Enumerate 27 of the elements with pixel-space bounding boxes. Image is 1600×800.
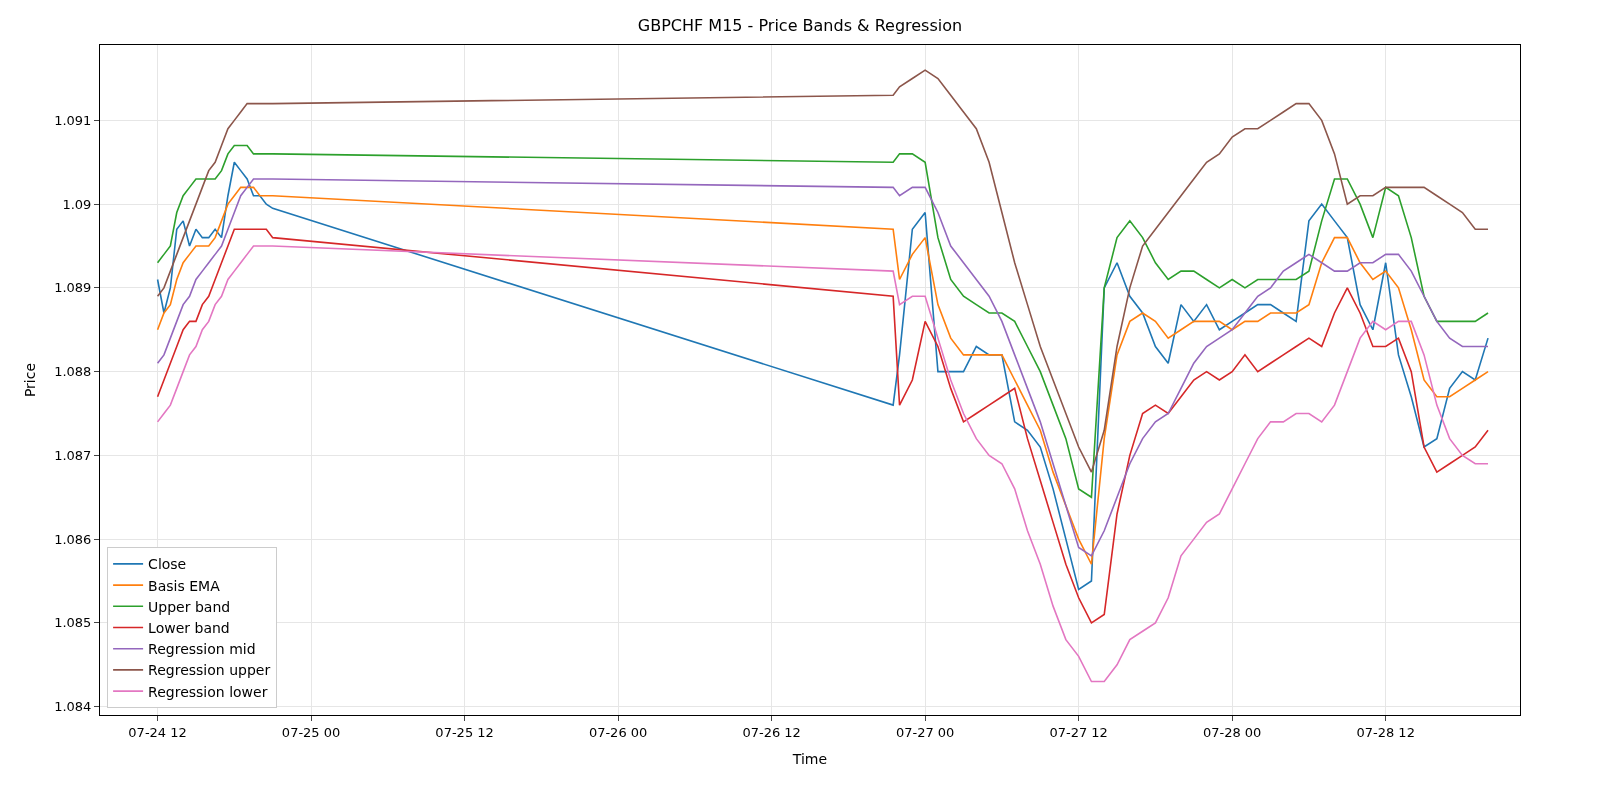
x-tick-label: 07-26 00 [588,724,648,740]
x-tick-label: 07-27 00 [895,724,955,740]
x-tick-label: 07-24 12 [128,724,187,740]
legend-label: Lower band [148,619,230,636]
y-tick-label: 1.086 [54,531,92,547]
y-tick-label: 1.087 [54,447,92,463]
legend-label: Regression lower [148,683,268,700]
y-tick-label: 1.089 [54,280,92,296]
y-axis-title: Price [21,362,38,398]
y-tick-label: 1.088 [54,364,92,380]
legend-label: Regression upper [148,662,271,679]
x-tick-label: 07-25 00 [281,724,341,740]
y-tick-label: 1.085 [54,615,92,631]
y-tick-label: 1.09 [62,196,92,212]
x-tick-label: 07-28 12 [1356,724,1415,740]
y-tick-label: 1.084 [54,699,92,715]
legend-label: Basis EMA [148,577,221,594]
chart-title: GBPCHF M15 - Price Bands & Regression [637,16,963,36]
x-tick-label: 07-26 12 [742,724,801,740]
x-axis-title: Time [791,750,828,767]
y-tick-label: 1.091 [54,112,92,128]
x-tick-label: 07-28 00 [1202,724,1262,740]
legend-label: Regression mid [148,641,256,658]
legend-label: Upper band [148,598,231,615]
x-tick-label: 07-25 12 [435,724,494,740]
x-tick-label: 07-27 12 [1049,724,1108,740]
legend-label: Close [148,556,187,573]
